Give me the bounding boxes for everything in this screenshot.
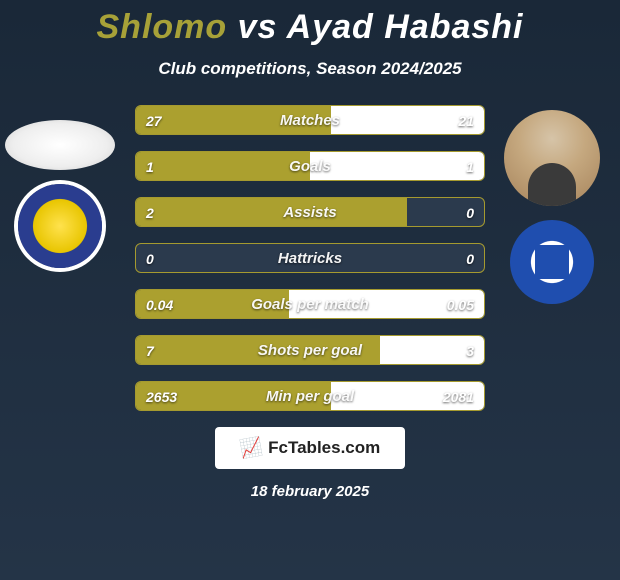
player1-name: Shlomo [97,8,228,46]
stat-row: 0.040.05Goals per match [135,289,485,319]
stat-row: 20Assists [135,197,485,227]
player1-club-badge [18,184,102,268]
stat-row: 26532081Min per goal [135,381,485,411]
subtitle: Club competitions, Season 2024/2025 [0,59,620,79]
header: Shlomo vs Ayad Habashi Club competitions… [0,0,620,79]
player2-name: Ayad Habashi [287,8,524,46]
player1-column [0,110,120,268]
stat-label: Assists [136,198,484,227]
title: Shlomo vs Ayad Habashi [0,8,620,47]
brand-logo: 📈 FcTables.com [215,427,405,469]
stat-label: Shots per goal [136,336,484,365]
stat-label: Goals [136,152,484,181]
stat-label: Matches [136,106,484,135]
player2-column [492,110,612,304]
player2-club-badge [510,220,594,304]
stat-label: Goals per match [136,290,484,319]
stats-table: 2721Matches 11Goals 20Assists 00Hattricks 0.… [135,105,485,411]
chart-icon: 📈 [238,436,264,461]
stat-row: 11Goals [135,151,485,181]
date: 18 february 2025 [0,483,620,500]
stat-label: Min per goal [136,382,484,411]
stat-row: 2721Matches [135,105,485,135]
stat-row: 73Shots per goal [135,335,485,365]
stat-label: Hattricks [136,244,484,273]
vs-text: vs [238,8,278,46]
player1-avatar [5,120,115,170]
brand-text: FcTables.com [268,438,380,458]
player2-avatar [504,110,600,206]
stat-row: 00Hattricks [135,243,485,273]
